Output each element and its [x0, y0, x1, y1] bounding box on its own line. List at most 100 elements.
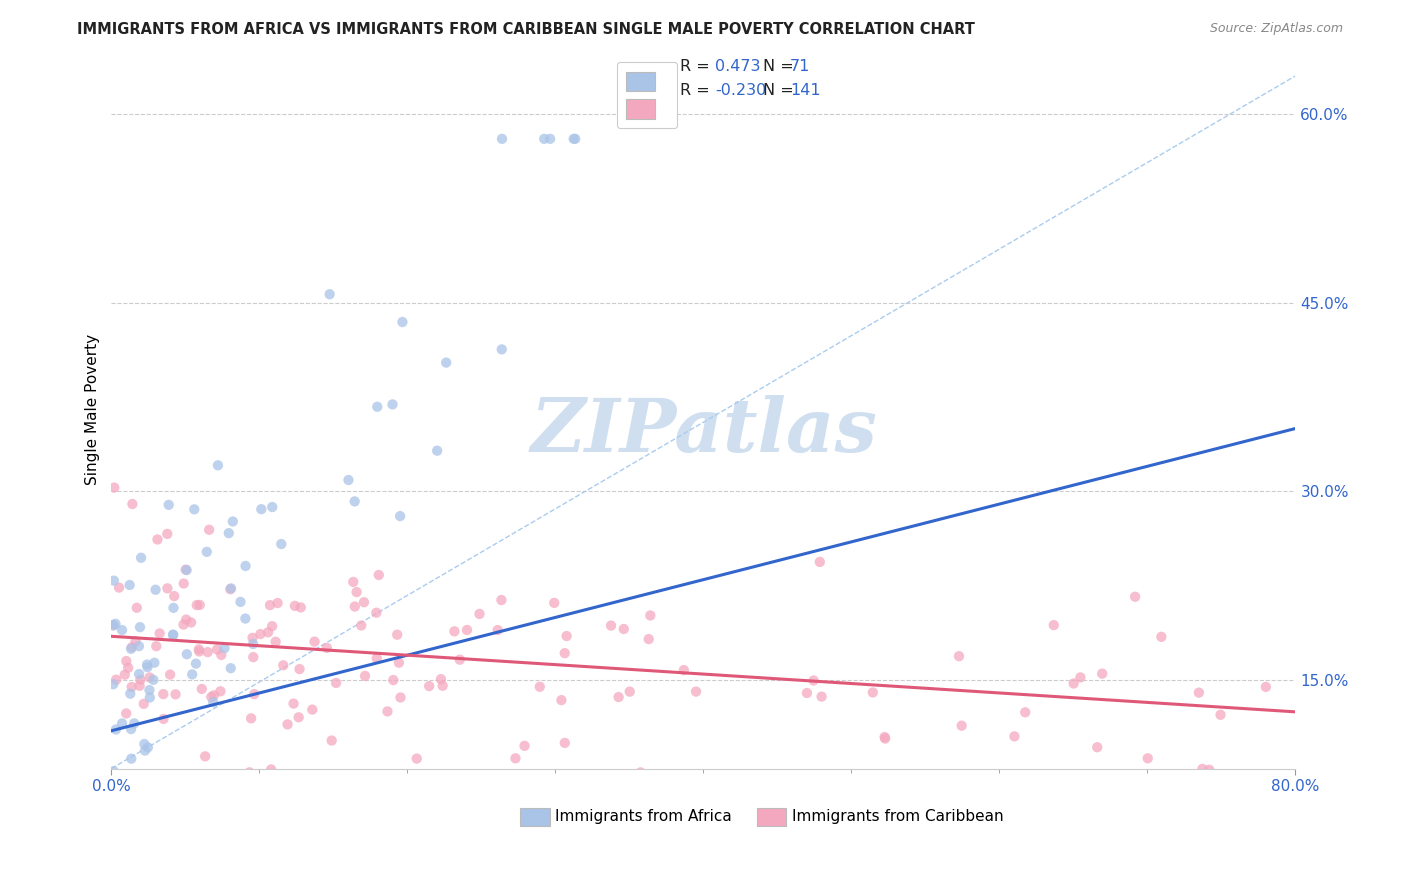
Point — [287, 710, 309, 724]
Point — [283, 697, 305, 711]
Point — [202, 695, 225, 709]
Point — [184, 657, 207, 671]
Point — [672, 663, 695, 677]
Point — [114, 667, 136, 681]
Point — [366, 606, 388, 620]
Point — [120, 722, 142, 736]
Point — [948, 649, 970, 664]
Point — [1209, 707, 1232, 722]
Point — [103, 764, 125, 778]
Point — [122, 716, 145, 731]
Point — [162, 600, 184, 615]
Point — [176, 563, 198, 577]
Point — [198, 523, 221, 537]
Point — [1046, 805, 1069, 820]
Point — [381, 397, 404, 411]
Point — [607, 690, 630, 704]
Point — [152, 799, 174, 814]
Point — [1136, 751, 1159, 765]
Point — [1069, 670, 1091, 684]
Point — [1198, 763, 1220, 777]
Text: IMMIGRANTS FROM AFRICA VS IMMIGRANTS FROM CARIBBEAN SINGLE MALE POVERTY CORRELAT: IMMIGRANTS FROM AFRICA VS IMMIGRANTS FRO… — [77, 22, 976, 37]
Point — [214, 641, 236, 656]
Point — [124, 634, 146, 648]
Point — [1150, 630, 1173, 644]
Point — [505, 751, 527, 765]
Point — [242, 637, 264, 651]
Point — [162, 628, 184, 642]
Point — [321, 733, 343, 747]
Point — [387, 628, 409, 642]
Point — [778, 770, 800, 784]
Point — [111, 716, 134, 731]
Point — [325, 676, 347, 690]
Point — [186, 598, 208, 612]
Point — [288, 662, 311, 676]
Point — [350, 618, 373, 632]
Point — [456, 623, 478, 637]
Point — [111, 623, 134, 637]
Point — [1091, 666, 1114, 681]
Point — [121, 497, 143, 511]
Point — [337, 473, 360, 487]
Point — [180, 615, 202, 630]
Point — [260, 763, 283, 777]
Point — [630, 765, 652, 780]
Point — [449, 653, 471, 667]
Point — [1063, 676, 1085, 690]
Point — [103, 574, 125, 588]
Point — [229, 595, 252, 609]
Point — [808, 555, 831, 569]
Point — [191, 681, 214, 696]
Point — [685, 684, 707, 698]
Point — [136, 740, 159, 755]
Point — [184, 799, 207, 814]
Point — [187, 642, 209, 657]
Text: N =: N = — [762, 59, 793, 74]
Point — [243, 687, 266, 701]
Text: R =: R = — [679, 83, 710, 98]
Point — [426, 443, 449, 458]
Text: 141: 141 — [790, 83, 821, 98]
Point — [104, 723, 127, 737]
Point — [538, 132, 561, 146]
Point — [382, 673, 405, 687]
Point — [143, 656, 166, 670]
Point — [183, 502, 205, 516]
Point — [149, 626, 172, 640]
Text: Immigrants from Caribbean: Immigrants from Caribbean — [792, 809, 1004, 824]
Point — [117, 661, 139, 675]
Point — [491, 132, 513, 146]
FancyBboxPatch shape — [756, 808, 786, 826]
Text: -0.230: -0.230 — [716, 83, 766, 98]
Point — [434, 356, 457, 370]
Point — [132, 697, 155, 711]
Point — [432, 679, 454, 693]
Point — [146, 533, 169, 547]
Point — [562, 132, 585, 146]
Point — [174, 613, 197, 627]
Point — [1191, 762, 1213, 776]
Point — [803, 673, 825, 688]
Point — [219, 582, 242, 596]
Point — [197, 645, 219, 659]
Point — [388, 656, 411, 670]
Point — [134, 743, 156, 757]
Point — [219, 661, 242, 675]
Point — [152, 687, 174, 701]
Point — [173, 576, 195, 591]
Point — [270, 537, 292, 551]
Point — [115, 654, 138, 668]
Point — [353, 595, 375, 609]
Point — [129, 550, 152, 565]
Point — [250, 502, 273, 516]
Point — [550, 693, 572, 707]
Point — [600, 618, 623, 632]
Point — [104, 616, 127, 631]
Point — [284, 599, 307, 613]
Point — [430, 672, 453, 686]
Point — [101, 618, 124, 632]
Point — [118, 799, 141, 814]
Point — [271, 658, 294, 673]
Point — [218, 526, 240, 541]
